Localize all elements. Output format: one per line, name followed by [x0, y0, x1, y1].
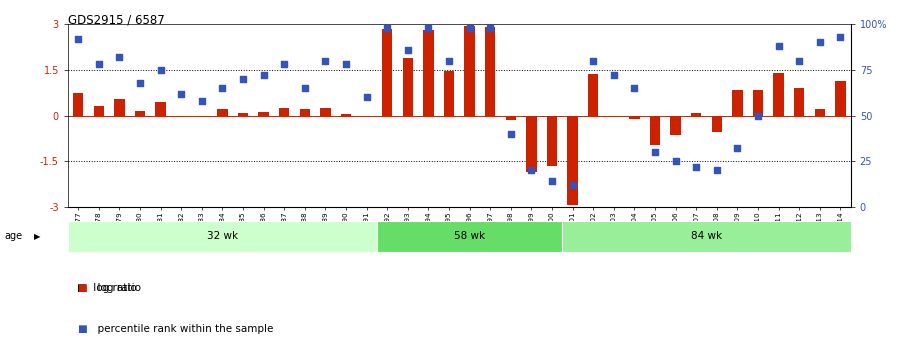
Point	[730, 146, 745, 151]
Bar	[588, 75, 598, 116]
Point	[256, 72, 271, 78]
Bar	[259, 112, 269, 116]
Point	[319, 58, 333, 63]
Bar	[814, 109, 825, 116]
Point	[648, 149, 662, 155]
Text: age: age	[5, 231, 23, 241]
Point	[338, 62, 353, 67]
Bar	[650, 116, 660, 145]
Point	[277, 62, 291, 67]
Bar	[156, 102, 166, 116]
Text: log ratio: log ratio	[90, 283, 140, 293]
Bar	[774, 73, 784, 116]
Point	[359, 95, 374, 100]
Text: percentile rank within the sample: percentile rank within the sample	[90, 324, 273, 334]
Bar	[341, 114, 351, 116]
Point	[813, 40, 827, 45]
Bar	[464, 26, 475, 116]
Point	[133, 80, 148, 86]
Bar	[73, 93, 83, 116]
Point	[401, 47, 415, 52]
Text: ■: ■	[77, 283, 87, 293]
Text: ■  log ratio: ■ log ratio	[77, 283, 137, 293]
Bar	[68, 221, 376, 252]
Text: 32 wk: 32 wk	[207, 231, 238, 241]
Bar	[609, 116, 619, 117]
Bar	[671, 116, 681, 135]
Point	[71, 36, 85, 41]
Bar	[443, 71, 454, 116]
Point	[298, 85, 312, 91]
Bar	[567, 116, 577, 206]
Point	[545, 179, 559, 184]
Point	[689, 164, 703, 169]
Point	[174, 91, 188, 96]
Point	[483, 25, 498, 31]
Bar	[196, 116, 207, 117]
Bar	[320, 108, 330, 116]
Bar	[547, 116, 557, 166]
Bar	[506, 116, 516, 120]
Bar	[376, 221, 562, 252]
Bar	[526, 116, 537, 172]
Bar	[485, 27, 495, 116]
Bar	[562, 221, 851, 252]
Point	[503, 131, 518, 137]
Bar	[93, 106, 104, 116]
Text: GDS2915 / 6587: GDS2915 / 6587	[68, 14, 165, 27]
Bar	[711, 116, 722, 132]
Point	[771, 43, 786, 49]
Bar	[176, 116, 186, 117]
Point	[380, 25, 395, 31]
Point	[235, 76, 250, 82]
Bar	[300, 109, 310, 116]
Text: ■: ■	[77, 324, 87, 334]
Point	[710, 168, 724, 173]
Bar	[794, 88, 805, 116]
Point	[112, 54, 127, 60]
Point	[215, 85, 230, 91]
Point	[834, 34, 848, 40]
Point	[669, 159, 683, 164]
Bar	[279, 108, 290, 116]
Bar	[135, 111, 145, 116]
Point	[792, 58, 806, 63]
Bar	[424, 30, 433, 116]
Point	[566, 182, 580, 188]
Point	[421, 25, 435, 31]
Bar	[238, 112, 248, 116]
Point	[195, 98, 209, 104]
Bar	[217, 109, 227, 116]
Text: ▶: ▶	[34, 232, 41, 241]
Point	[91, 62, 106, 67]
Bar	[691, 112, 701, 116]
Text: 58 wk: 58 wk	[454, 231, 485, 241]
Point	[153, 67, 167, 72]
Text: 84 wk: 84 wk	[691, 231, 722, 241]
Bar	[629, 116, 640, 119]
Point	[627, 85, 642, 91]
Bar	[114, 99, 125, 116]
Point	[442, 58, 456, 63]
Bar	[753, 90, 763, 116]
Point	[462, 25, 477, 31]
Point	[586, 58, 600, 63]
Bar	[382, 29, 393, 116]
Bar	[403, 58, 413, 116]
Bar	[835, 80, 845, 116]
Point	[606, 72, 621, 78]
Point	[524, 168, 538, 173]
Bar	[732, 90, 742, 116]
Point	[751, 113, 766, 118]
